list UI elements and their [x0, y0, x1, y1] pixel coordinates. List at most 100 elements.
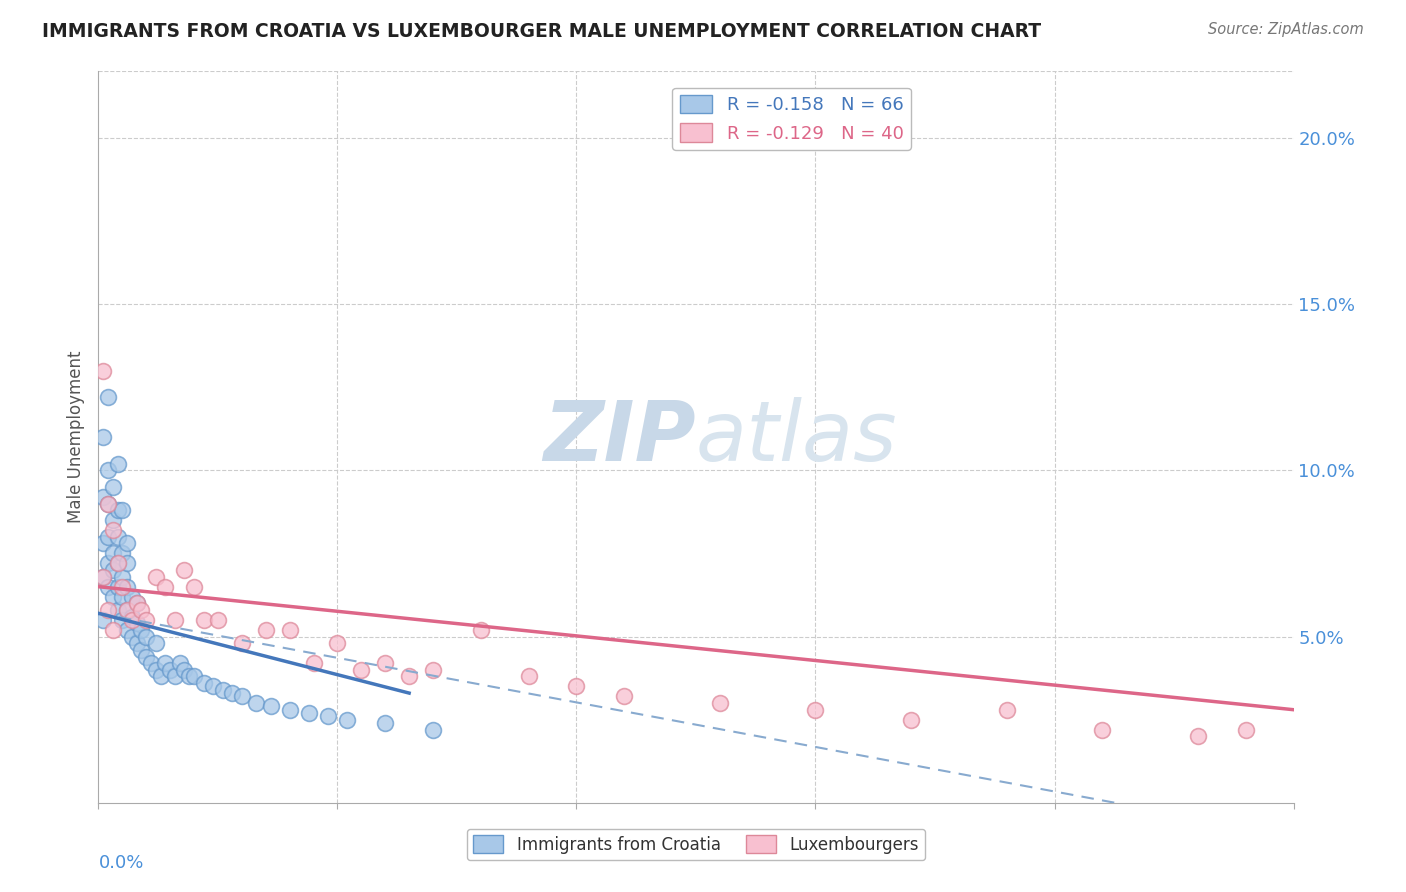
- Point: [179, 669, 201, 683]
- Point: [97, 390, 120, 404]
- Point: [107, 603, 129, 617]
- Point: [107, 530, 129, 544]
- Point: [709, 696, 731, 710]
- Point: [298, 706, 321, 720]
- Point: [202, 680, 225, 694]
- Text: ZIP: ZIP: [543, 397, 696, 477]
- Point: [613, 690, 636, 704]
- Point: [125, 596, 148, 610]
- Point: [183, 669, 205, 683]
- Point: [145, 570, 167, 584]
- Point: [1187, 729, 1209, 743]
- Point: [804, 703, 827, 717]
- Point: [302, 656, 325, 670]
- Point: [231, 636, 253, 650]
- Point: [517, 669, 540, 683]
- Point: [101, 590, 124, 604]
- Point: [107, 457, 129, 471]
- Point: [115, 603, 138, 617]
- Point: [125, 636, 148, 650]
- Point: [374, 656, 396, 670]
- Point: [245, 696, 267, 710]
- Point: [101, 623, 124, 637]
- Point: [350, 663, 373, 677]
- Point: [101, 523, 124, 537]
- Point: [155, 580, 177, 594]
- Point: [470, 623, 492, 637]
- Point: [97, 530, 120, 544]
- Point: [115, 536, 138, 550]
- Y-axis label: Male Unemployment: Male Unemployment: [66, 351, 84, 524]
- Text: IMMIGRANTS FROM CROATIA VS LUXEMBOURGER MALE UNEMPLOYMENT CORRELATION CHART: IMMIGRANTS FROM CROATIA VS LUXEMBOURGER …: [42, 22, 1042, 41]
- Point: [145, 663, 167, 677]
- Point: [97, 497, 120, 511]
- Point: [135, 649, 157, 664]
- Point: [91, 490, 114, 504]
- Legend: Immigrants from Croatia, Luxembourgers: Immigrants from Croatia, Luxembourgers: [467, 829, 925, 860]
- Point: [115, 580, 138, 594]
- Point: [135, 630, 157, 644]
- Point: [111, 580, 134, 594]
- Point: [163, 613, 186, 627]
- Text: Source: ZipAtlas.com: Source: ZipAtlas.com: [1208, 22, 1364, 37]
- Point: [183, 580, 205, 594]
- Text: 0.0%: 0.0%: [98, 854, 143, 872]
- Point: [145, 636, 167, 650]
- Point: [336, 713, 359, 727]
- Point: [139, 656, 162, 670]
- Point: [91, 570, 114, 584]
- Point: [101, 546, 124, 560]
- Point: [278, 703, 301, 717]
- Point: [107, 503, 129, 517]
- Point: [422, 723, 444, 737]
- Point: [231, 690, 253, 704]
- Point: [111, 503, 134, 517]
- Point: [159, 663, 181, 677]
- Point: [149, 669, 172, 683]
- Point: [91, 363, 114, 377]
- Point: [91, 430, 114, 444]
- Point: [326, 636, 349, 650]
- Point: [107, 557, 129, 571]
- Point: [207, 613, 229, 627]
- Point: [101, 480, 124, 494]
- Point: [97, 463, 120, 477]
- Point: [107, 557, 129, 571]
- Point: [111, 613, 134, 627]
- Point: [211, 682, 233, 697]
- Point: [163, 669, 186, 683]
- Point: [995, 703, 1018, 717]
- Point: [97, 497, 120, 511]
- Point: [173, 663, 195, 677]
- Point: [1234, 723, 1257, 737]
- Point: [221, 686, 243, 700]
- Point: [101, 513, 124, 527]
- Point: [121, 613, 143, 627]
- Point: [173, 563, 195, 577]
- Point: [91, 570, 114, 584]
- Point: [316, 709, 339, 723]
- Point: [135, 613, 157, 627]
- Point: [131, 603, 153, 617]
- Point: [91, 536, 114, 550]
- Point: [193, 613, 215, 627]
- Point: [101, 563, 124, 577]
- Point: [374, 716, 396, 731]
- Point: [115, 557, 138, 571]
- Point: [155, 656, 177, 670]
- Point: [565, 680, 588, 694]
- Point: [259, 699, 281, 714]
- Point: [125, 596, 148, 610]
- Point: [131, 623, 153, 637]
- Point: [422, 663, 444, 677]
- Point: [91, 613, 114, 627]
- Point: [278, 623, 301, 637]
- Point: [398, 669, 420, 683]
- Point: [97, 580, 120, 594]
- Point: [115, 623, 138, 637]
- Point: [111, 546, 134, 560]
- Point: [900, 713, 922, 727]
- Point: [115, 603, 138, 617]
- Point: [111, 590, 134, 604]
- Point: [121, 609, 143, 624]
